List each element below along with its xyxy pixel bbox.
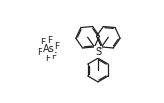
Text: F: F	[51, 52, 57, 61]
Text: +: +	[98, 46, 103, 51]
Text: As: As	[43, 44, 54, 54]
Text: F: F	[47, 36, 52, 45]
Text: F: F	[38, 48, 43, 57]
Text: F: F	[45, 54, 50, 63]
Text: F: F	[54, 42, 60, 51]
Text: S: S	[95, 47, 101, 57]
Text: F: F	[41, 38, 46, 47]
